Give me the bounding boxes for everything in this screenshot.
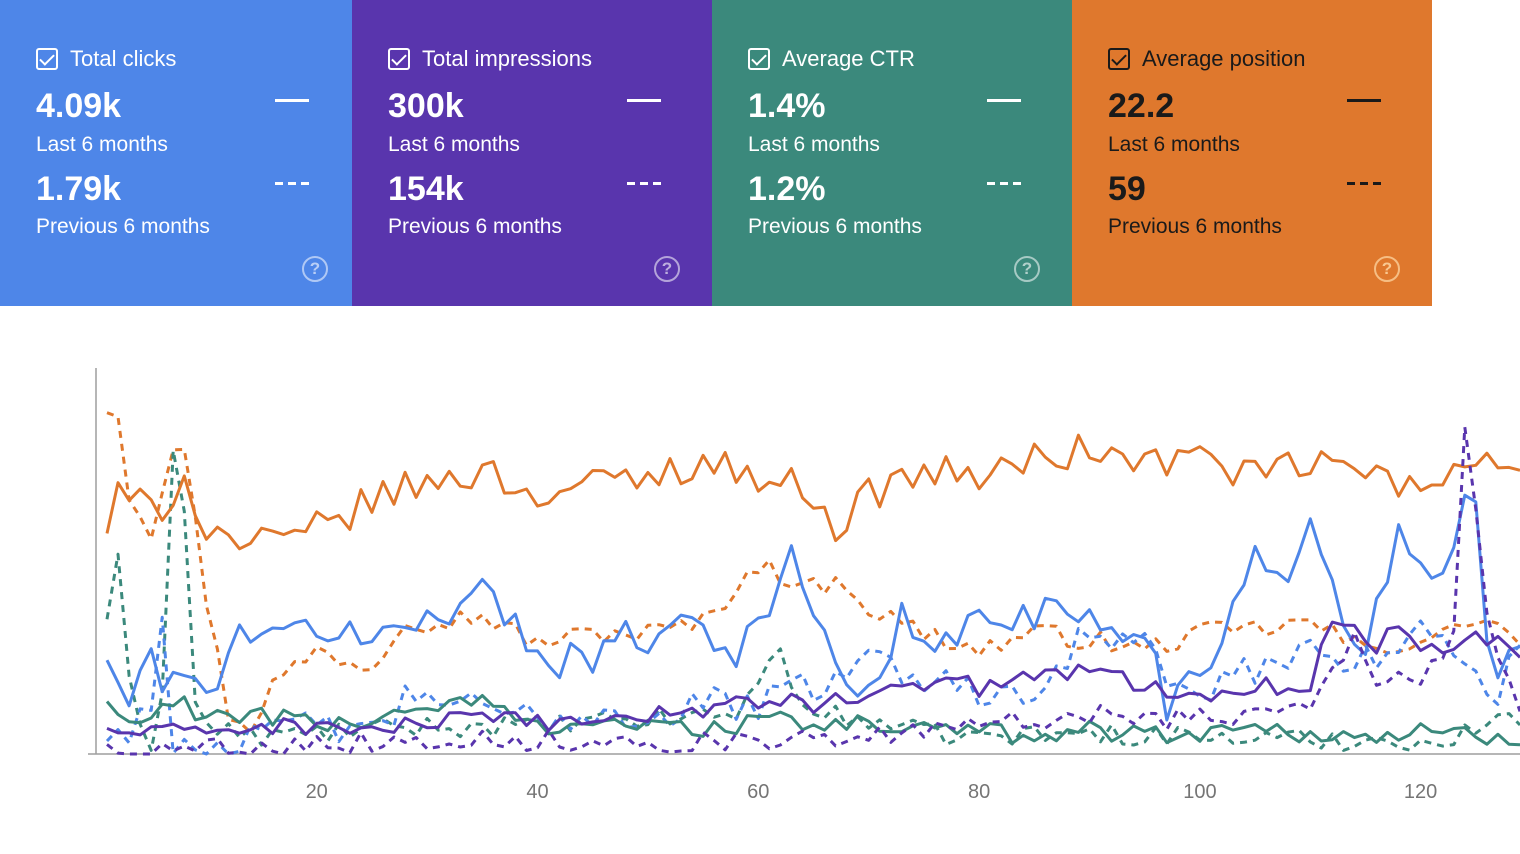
series-line-3 [105,493,1520,722]
card-header: Total impressions [388,46,592,72]
dashed-line-legend-icon [275,182,309,185]
dashed-line-legend-icon [1347,182,1381,185]
checkbox-checked-icon[interactable] [36,48,58,70]
current-period: Last 6 months [36,133,168,156]
previous-period: Previous 6 months [748,215,922,238]
help-icon[interactable]: ? [1014,256,1040,282]
previous-value: 1.79k [36,170,122,208]
card-average-ctr[interactable]: Average CTR 1.4% Last 6 months 1.2% Prev… [712,0,1072,306]
series-line-4 [105,615,1520,756]
card-label: Total impressions [422,46,592,71]
x-tick-layer: 20 40 60 80 100 120 [306,781,1438,803]
x-tick-label: 80 [968,781,990,803]
solid-line-legend-icon [987,99,1021,102]
previous-value: 1.2% [748,170,826,208]
dashed-line-legend-icon [627,182,661,185]
series-line-6 [106,620,1520,737]
checkbox-checked-icon[interactable] [388,48,410,70]
series-line-2 [105,433,1520,551]
card-average-position[interactable]: Average position 22.2 Last 6 months 59 P… [1072,0,1432,306]
card-total-clicks[interactable]: Total clicks 4.09k Last 6 months 1.79k P… [0,0,352,306]
card-label: Average CTR [782,46,915,71]
current-value: 1.4% [748,87,826,125]
solid-line-legend-icon [275,99,309,102]
checkbox-checked-icon[interactable] [748,48,770,70]
solid-line-legend-icon [627,99,661,102]
previous-period: Previous 6 months [388,215,562,238]
previous-value: 59 [1108,170,1146,208]
x-tick-label: 60 [747,781,769,803]
x-tick-label: 100 [1183,781,1216,803]
help-icon[interactable]: ? [1374,256,1400,282]
x-tick-label: 20 [306,781,328,803]
current-period: Last 6 months [1108,133,1240,156]
help-icon[interactable]: ? [302,256,328,282]
previous-period: Previous 6 months [36,215,210,238]
card-total-impressions[interactable]: Total impressions 300k Last 6 months 154… [352,0,712,306]
x-tick-label: 120 [1404,781,1437,803]
x-tick-label: 40 [526,781,548,803]
card-header: Total clicks [36,46,176,72]
series-line-1 [105,449,1520,752]
current-value: 22.2 [1108,87,1175,125]
current-period: Last 6 months [388,133,520,156]
previous-period: Previous 6 months [1108,215,1282,238]
performance-line-chart[interactable]: 20 40 60 80 100 120 [0,340,1520,854]
previous-value: 154k [388,170,464,208]
card-label: Total clicks [70,46,177,71]
checkbox-checked-icon[interactable] [1108,48,1130,70]
series-line-0 [106,411,1520,734]
help-icon[interactable]: ? [654,256,680,282]
series-layer [105,411,1520,756]
current-value: 300k [388,87,464,125]
current-value: 4.09k [36,87,122,125]
series-line-5 [105,694,1520,747]
card-header: Average CTR [748,46,915,72]
series-line-7 [106,425,1520,756]
current-period: Last 6 months [748,133,880,156]
dashed-line-legend-icon [987,182,1021,185]
card-label: Average position [1142,46,1306,71]
card-header: Average position [1108,46,1306,72]
solid-line-legend-icon [1347,99,1381,102]
